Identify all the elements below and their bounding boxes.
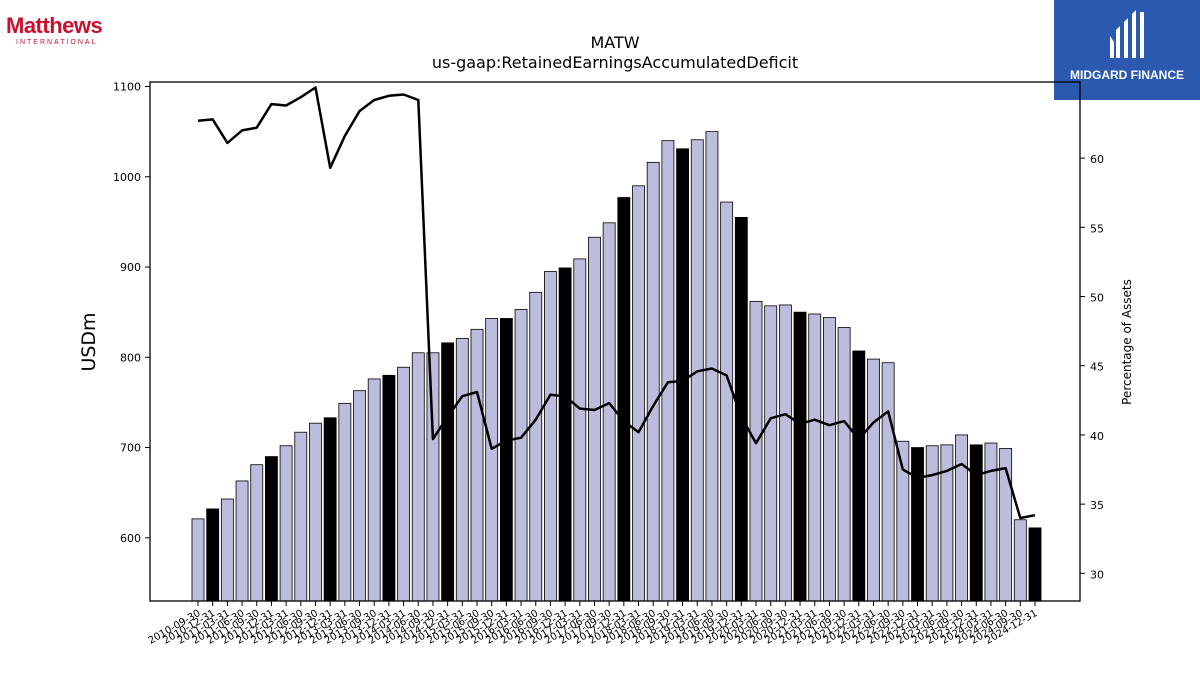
logo-left-name: Matthews (6, 13, 103, 38)
y-tick-label: 1100 (113, 81, 141, 94)
x-axis: 2010-09-302010-12-312011-03-312011-06-30… (147, 601, 1040, 647)
y2-tick-label: 35 (1090, 499, 1104, 512)
y2-tick-label: 45 (1090, 361, 1104, 374)
bar (544, 271, 557, 602)
y-tick-label: 900 (120, 261, 141, 274)
bar (837, 327, 851, 602)
right-axis: 30 35 40 45 50 55 60 (1080, 153, 1104, 581)
bar (426, 352, 440, 602)
midgard-emblem-icon (1110, 10, 1144, 58)
y2-tick-label: 60 (1090, 153, 1104, 166)
bar (588, 236, 601, 602)
bar (720, 201, 734, 602)
y-tick-label: 600 (120, 532, 141, 545)
bar (367, 378, 381, 602)
bar (764, 305, 778, 602)
bar (294, 431, 308, 602)
bar (602, 222, 616, 602)
bar (1013, 519, 1027, 602)
bar (470, 328, 484, 602)
bar (558, 267, 572, 602)
y-axis-label: USDm (78, 312, 100, 371)
bar (485, 318, 499, 602)
logo-left-sub: INTERNATIONAL (16, 39, 98, 46)
bar (617, 197, 631, 602)
bar (1028, 527, 1042, 602)
bar (265, 456, 278, 602)
bar (867, 358, 880, 602)
bar (969, 444, 983, 602)
bar (338, 402, 352, 602)
bar (984, 442, 998, 602)
bar (676, 148, 689, 602)
matthews-logo: Matthews INTERNATIONAL (6, 13, 103, 48)
bar (881, 362, 895, 602)
bar (793, 311, 807, 602)
bar (911, 447, 924, 602)
bar (455, 337, 469, 602)
bar (925, 445, 939, 602)
midgard-finance-logo: MIDGARD FINANCE (1054, 0, 1200, 100)
y-tick-label: 1000 (113, 171, 141, 184)
logo-right-name: MIDGARD FINANCE (1070, 68, 1184, 82)
bar (778, 304, 792, 602)
left-axis: 600 700 800 900 1000 1100 (113, 81, 150, 545)
bar (235, 480, 249, 602)
y2-tick-label: 30 (1090, 568, 1104, 581)
bar (397, 366, 410, 602)
bar (279, 445, 293, 602)
y-tick-label: 800 (120, 351, 141, 364)
bar (808, 313, 822, 602)
bar (382, 374, 396, 602)
y2-tick-label: 40 (1090, 430, 1104, 443)
bar (646, 161, 660, 602)
bar (955, 434, 968, 602)
bar (529, 291, 543, 602)
pct-line (197, 86, 1036, 520)
chart-title: MATW (590, 33, 639, 52)
bar (749, 300, 763, 602)
plot-frame (149, 81, 1081, 602)
bar (661, 140, 675, 602)
bar (823, 317, 836, 602)
bar (323, 417, 337, 602)
bar (220, 498, 234, 602)
bar (206, 508, 220, 602)
y2-tick-label: 50 (1090, 292, 1104, 305)
y-tick-label: 700 (120, 442, 141, 455)
bar (441, 342, 455, 602)
bar (499, 318, 513, 602)
bar (309, 422, 322, 602)
bar (514, 309, 528, 602)
bar (632, 185, 645, 602)
bars-group (191, 131, 1042, 602)
y2-tick-label: 55 (1090, 222, 1104, 235)
y2-axis-label: Percentage of Assets (1120, 279, 1134, 405)
bar (411, 352, 425, 602)
bar (573, 258, 587, 602)
bar (353, 390, 366, 602)
bar (705, 131, 719, 602)
bar (250, 464, 264, 602)
bar (852, 350, 866, 602)
bar (734, 216, 748, 602)
bar (191, 518, 205, 602)
chart-subtitle: us-gaap:RetainedEarningsAccumulatedDefic… (432, 53, 798, 72)
